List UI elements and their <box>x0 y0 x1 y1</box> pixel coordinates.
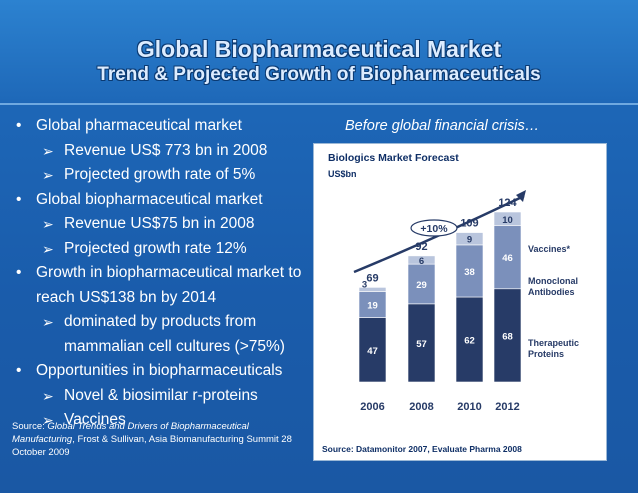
annotation-oval <box>410 219 458 237</box>
growth-annotation: +10% <box>420 223 448 235</box>
source-label: Source: <box>12 421 48 432</box>
bar-segment <box>493 288 522 383</box>
bar-segment <box>407 303 436 383</box>
data-label: 29 <box>416 280 427 291</box>
bar-segment <box>455 244 484 298</box>
bullet-item: Opportunities in biopharmaceuticals <box>14 359 334 384</box>
data-label: 10 <box>502 215 513 226</box>
bullet-item: Growth in biopharmaceutical market to re… <box>14 261 334 310</box>
source-title: Global Trends and Drivers of Biopharmace… <box>12 421 249 445</box>
data-label: 9 <box>467 235 472 246</box>
chart-caption: Before global financial crisis… <box>345 118 540 134</box>
x-tick-label: 2008 <box>409 401 433 413</box>
sub-bullet-item: Revenue US$75 bn in 2008 <box>14 212 334 237</box>
x-tick-label: 2006 <box>360 401 384 413</box>
data-label: 46 <box>502 253 513 264</box>
slide-source: Source: Global Trends and Drivers of Bio… <box>12 420 312 459</box>
bar-segment <box>493 211 522 227</box>
legend-label: Therapeutic <box>528 338 579 348</box>
legend-label: Antibodies <box>528 287 575 297</box>
sub-bullet-item: dominated by products from mammalian cel… <box>14 310 334 359</box>
slide-subtitle: Trend & Projected Growth of Biopharmaceu… <box>97 64 541 85</box>
title-divider <box>0 103 638 105</box>
chart-svg: 4719369200657296922008623891092010684610… <box>353 190 579 413</box>
data-label: 68 <box>502 331 513 342</box>
bullet-list: Global pharmaceutical market Revenue US$… <box>14 114 334 433</box>
bar-segment <box>407 263 436 305</box>
chart-source: Source: Datamonitor 2007, Evaluate Pharm… <box>322 444 522 454</box>
total-label: 69 <box>366 272 378 284</box>
chart-panel: 47 19 3 69 2006 57 29 6 92 2008 62 38 9 109 2010 68 46 10… <box>313 143 607 461</box>
bar-segment <box>455 232 484 246</box>
bar-segment <box>358 291 387 318</box>
slide-title: Global Biopharmaceutical Market <box>136 36 502 62</box>
bar-segment <box>455 296 484 383</box>
sub-bullet-item: Revenue US$ 773 bn in 2008 <box>14 139 334 164</box>
growth-arrowhead <box>516 190 526 202</box>
bar-segment <box>407 255 436 265</box>
data-label: 38 <box>464 267 475 278</box>
legend-label: Monoclonal <box>528 276 578 286</box>
data-label: 3 <box>362 279 367 290</box>
legend-label: Proteins <box>528 349 564 359</box>
sub-bullet-item: Projected growth rate of 5% <box>14 163 334 188</box>
data-label: 62 <box>464 336 475 347</box>
data-label: 6 <box>419 256 424 267</box>
bar-segment <box>358 287 387 292</box>
chart-title: Biologics Market Forecast <box>328 152 459 164</box>
bullet-item: Global biopharmaceutical market <box>14 188 334 213</box>
bullet-item: Global pharmaceutical market <box>14 114 334 139</box>
data-label: 57 <box>416 339 427 350</box>
x-tick-label: 2012 <box>495 401 519 413</box>
title-band <box>0 0 638 102</box>
legend-label: Vaccines* <box>528 244 571 254</box>
x-tick-label: 2010 <box>457 401 481 413</box>
chart-unit: US$bn <box>328 169 357 179</box>
sub-bullet-item: Projected growth rate 12% <box>14 237 334 262</box>
sub-bullet-item: Vaccines <box>14 408 334 433</box>
sub-bullet-item: Novel & biosimilar r-proteins <box>14 384 334 409</box>
source-rest: , Frost & Sullivan, Asia Biomanufacturin… <box>12 434 292 458</box>
data-label: 19 <box>367 301 378 312</box>
data-label: 47 <box>367 346 378 357</box>
